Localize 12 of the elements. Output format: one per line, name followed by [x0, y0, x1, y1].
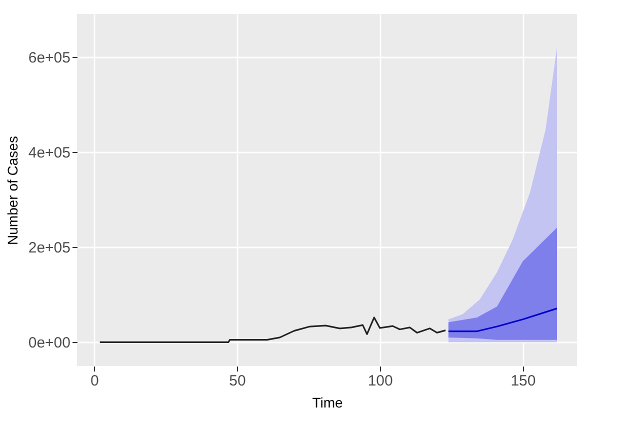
y-tick-label: 6e+05: [28, 49, 70, 66]
y-tick-label: 0e+00: [28, 334, 70, 352]
y-axis-title: Number of Cases: [4, 136, 20, 245]
y-tick-label: 4e+05: [28, 144, 70, 162]
x-tick-label: 150: [510, 372, 536, 390]
line-series: [448, 308, 558, 332]
line-series: [99, 316, 446, 344]
x-tick-label: 0: [90, 372, 99, 390]
x-tick-label: 100: [368, 372, 393, 390]
x-tick-label: 50: [229, 372, 246, 390]
y-tick-label: 2e+05: [28, 240, 70, 257]
x-axis-title: Time: [312, 394, 344, 410]
